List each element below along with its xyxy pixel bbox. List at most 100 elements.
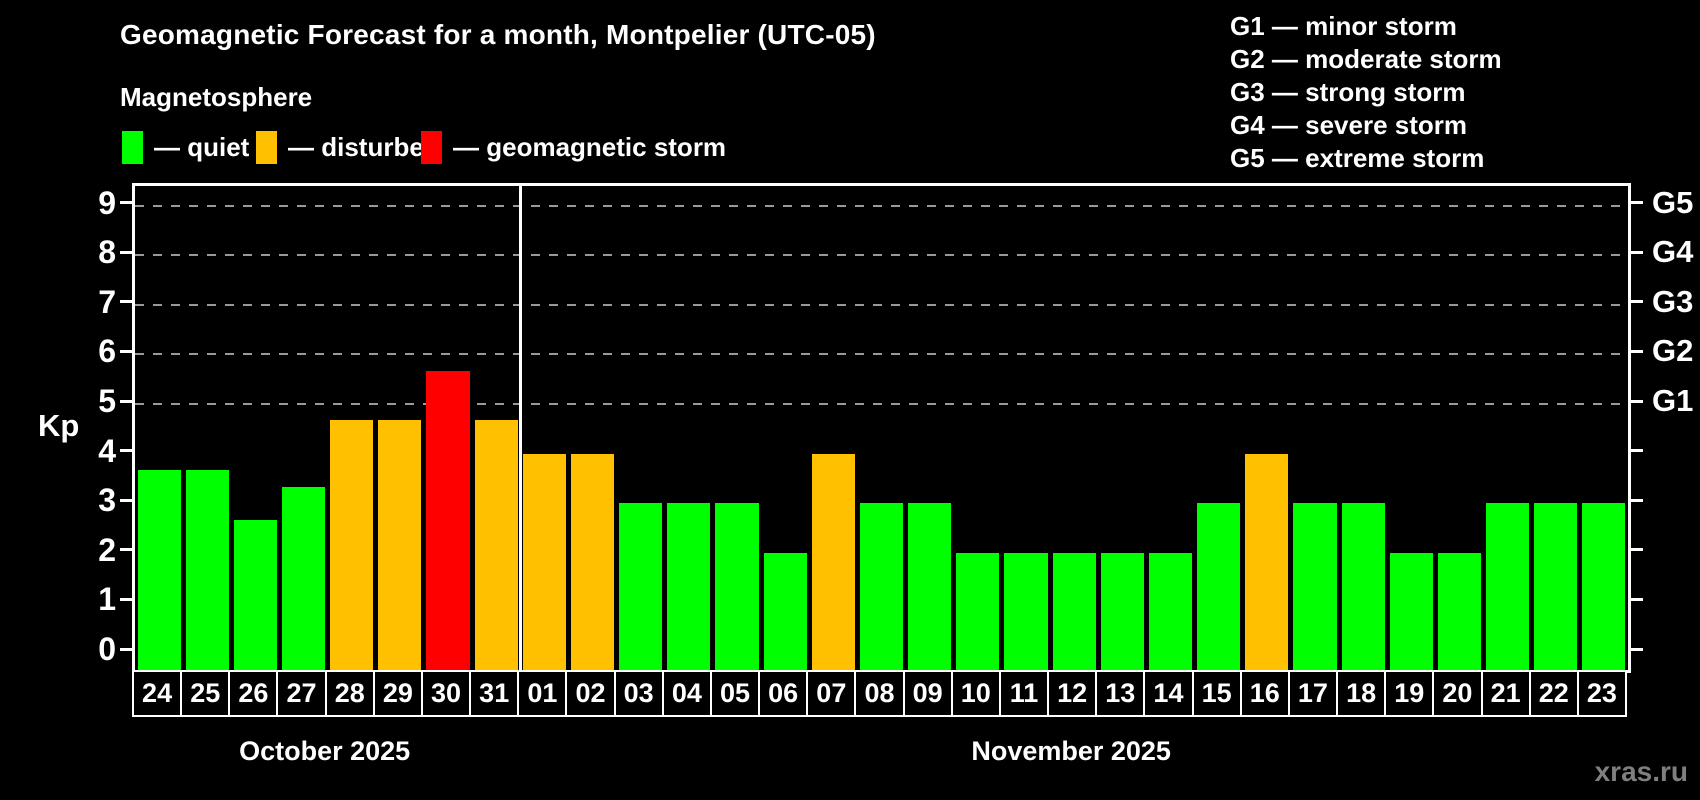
month-label-nov: November 2025	[971, 736, 1171, 766]
bar-nov-04	[667, 503, 711, 670]
day-label-nov-20: 20	[1432, 670, 1483, 717]
y-tick-label-3: 3	[98, 482, 116, 519]
gridline-kp8	[135, 254, 1628, 257]
day-label-nov-07: 07	[806, 670, 857, 717]
bar-oct-30	[426, 370, 470, 670]
y-tick-label-9: 9	[98, 184, 116, 221]
right-axis-label-g3: G3	[1652, 283, 1694, 319]
y-tick-right-3	[1631, 498, 1643, 502]
bar-nov-11	[1004, 552, 1048, 670]
y-tick-left-3	[120, 498, 132, 502]
day-label-nov-09: 09	[902, 670, 953, 717]
day-label-nov-21: 21	[1480, 670, 1531, 717]
storm-color-swatch	[421, 131, 442, 164]
y-tick-right-4	[1631, 449, 1643, 453]
legend-item-disturbed: — disturbed	[256, 131, 440, 164]
bar-nov-02	[570, 453, 615, 670]
y-tick-left-9	[120, 201, 132, 205]
y-tick-right-7	[1631, 300, 1643, 304]
day-label-nov-14: 14	[1143, 670, 1194, 717]
storm-scale-g4: G4 — severe storm	[1230, 110, 1468, 140]
bar-oct-25	[185, 469, 229, 670]
y-tick-right-0	[1631, 647, 1643, 651]
day-label-oct-29: 29	[372, 670, 423, 717]
y-tick-left-1	[120, 597, 132, 601]
day-label-oct-25: 25	[180, 670, 231, 717]
y-tick-left-2	[120, 548, 132, 552]
bar-nov-20	[1437, 552, 1481, 670]
y-tick-right-1	[1631, 597, 1643, 601]
y-tick-right-5	[1631, 399, 1643, 403]
day-label-nov-02: 02	[565, 670, 616, 717]
day-label-nov-13: 13	[1095, 670, 1146, 717]
bar-nov-14	[1148, 552, 1193, 670]
day-label-nov-18: 18	[1336, 670, 1387, 717]
y-tick-label-8: 8	[98, 234, 116, 271]
day-label-nov-04: 04	[661, 670, 712, 717]
y-tick-left-0	[120, 647, 132, 651]
bar-nov-12	[1052, 552, 1096, 670]
bar-nov-17	[1293, 503, 1337, 670]
day-label-nov-03: 03	[613, 670, 664, 717]
day-label-oct-24: 24	[132, 670, 183, 717]
day-label-oct-30: 30	[420, 670, 472, 717]
storm-scale-g1: G1 — minor storm	[1230, 11, 1457, 41]
y-tick-label-7: 7	[98, 283, 116, 320]
day-label-nov-08: 08	[854, 670, 905, 717]
y-tick-left-5	[120, 399, 132, 403]
bar-nov-05	[715, 503, 759, 670]
y-tick-right-6	[1631, 349, 1643, 353]
watermark: xras.ru	[1594, 756, 1688, 787]
day-label-nov-15: 15	[1191, 670, 1242, 717]
storm-scale-g3: G3 — strong storm	[1230, 77, 1466, 107]
bar-nov-10	[956, 552, 1000, 670]
y-tick-left-8	[120, 250, 132, 254]
gridline-kp7	[135, 303, 1628, 306]
bar-nov-21	[1486, 503, 1530, 670]
legend-item-quiet: — quiet	[122, 131, 249, 164]
bar-oct-28	[330, 420, 374, 670]
quiet-color-swatch	[122, 131, 143, 164]
storm-scale-legend: G1 — minor storm G2 — moderate storm G3 …	[1230, 10, 1502, 175]
y-tick-label-5: 5	[98, 383, 116, 419]
bar-oct-27	[281, 486, 326, 670]
bar-nov-22	[1534, 503, 1578, 670]
day-label-nov-01: 01	[517, 670, 568, 717]
disturbed-color-swatch	[256, 131, 277, 164]
day-label-nov-05: 05	[709, 670, 761, 717]
chart-subtitle: Magnetosphere	[120, 82, 313, 112]
bar-nov-07	[811, 453, 855, 670]
y-axis-label: Kp	[38, 408, 80, 443]
bar-nov-08	[859, 503, 904, 670]
right-axis-label-g5: G5	[1652, 184, 1694, 220]
bar-oct-24	[137, 469, 181, 670]
day-label-nov-10: 10	[950, 670, 1001, 717]
day-label-oct-27: 27	[276, 670, 327, 717]
y-tick-left-6	[120, 349, 132, 353]
right-axis-label-g2: G2	[1652, 333, 1694, 369]
bar-nov-18	[1341, 503, 1385, 670]
chart-title: Geomagnetic Forecast for a month, Montpe…	[120, 19, 876, 50]
storm-scale-g5: G5 — extreme storm	[1230, 143, 1485, 173]
y-tick-right-9	[1631, 201, 1643, 205]
month-separator	[518, 186, 522, 670]
bar-nov-16	[1245, 453, 1289, 670]
month-label-oct: October 2025	[239, 736, 411, 766]
bar-nov-19	[1389, 552, 1433, 670]
y-tick-left-4	[120, 449, 132, 453]
legend-label-disturbed: — disturbed	[288, 132, 440, 162]
y-tick-label-0: 0	[98, 631, 116, 667]
bar-nov-03	[619, 503, 663, 670]
day-label-nov-17: 17	[1287, 670, 1339, 717]
gridline-kp5	[135, 403, 1628, 405]
bar-oct-26	[233, 519, 277, 670]
gridline-kp9	[135, 204, 1628, 207]
bar-oct-29	[378, 420, 422, 670]
plot-area	[132, 183, 1631, 673]
day-label-nov-16: 16	[1239, 670, 1290, 717]
bar-nov-23	[1582, 503, 1626, 670]
day-label-nov-19: 19	[1384, 670, 1435, 717]
legend-item-storm: — geomagnetic storm	[421, 131, 726, 164]
y-tick-right-8	[1631, 250, 1643, 254]
